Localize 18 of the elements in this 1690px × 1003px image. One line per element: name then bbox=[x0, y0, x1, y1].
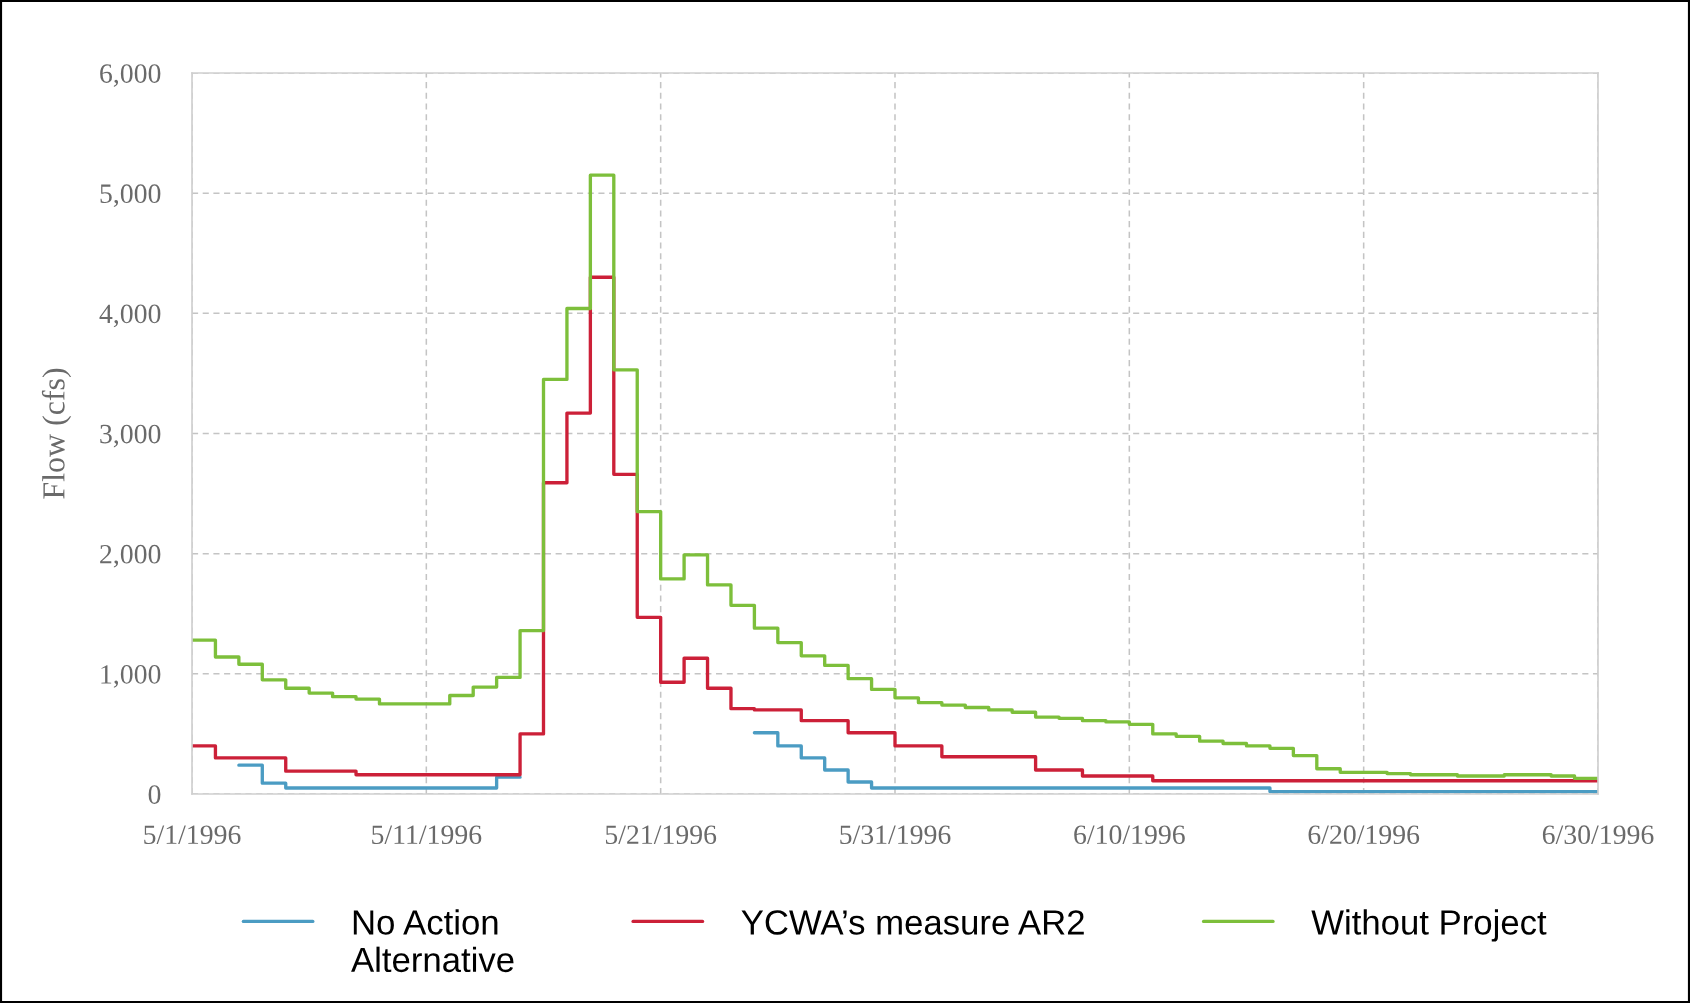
legend-label: YCWA’s measure AR2 bbox=[741, 910, 1084, 935]
x-tick-label: 5/11/1996 bbox=[372, 825, 482, 845]
y-tick-label: 6,000 bbox=[100, 64, 161, 87]
y-tick-label: 4,000 bbox=[99, 304, 161, 328]
x-tick-label: 5/1/1996 bbox=[144, 825, 241, 845]
x-tick-label: 6/20/1996 bbox=[1308, 825, 1420, 845]
y-tick-label: 0 bbox=[148, 785, 161, 804]
x-tick-label: 5/31/1996 bbox=[840, 825, 951, 845]
legend-label: Without Project bbox=[1311, 909, 1547, 942]
y-tick-label: 1,000 bbox=[101, 665, 161, 688]
legend-label: No Action Alternative bbox=[351, 909, 514, 973]
y-axis-title: Flow (cfs) bbox=[41, 368, 72, 499]
y-tick-label: 3,000 bbox=[100, 424, 161, 448]
y-tick-label: 2,000 bbox=[100, 544, 161, 568]
y-tick-label: 5,000 bbox=[100, 184, 161, 208]
x-tick-label: 6/30/1996 bbox=[1542, 825, 1654, 845]
x-tick-label: 6/10/1996 bbox=[1074, 825, 1185, 845]
x-tick-label: 5/21/1996 bbox=[605, 825, 717, 845]
